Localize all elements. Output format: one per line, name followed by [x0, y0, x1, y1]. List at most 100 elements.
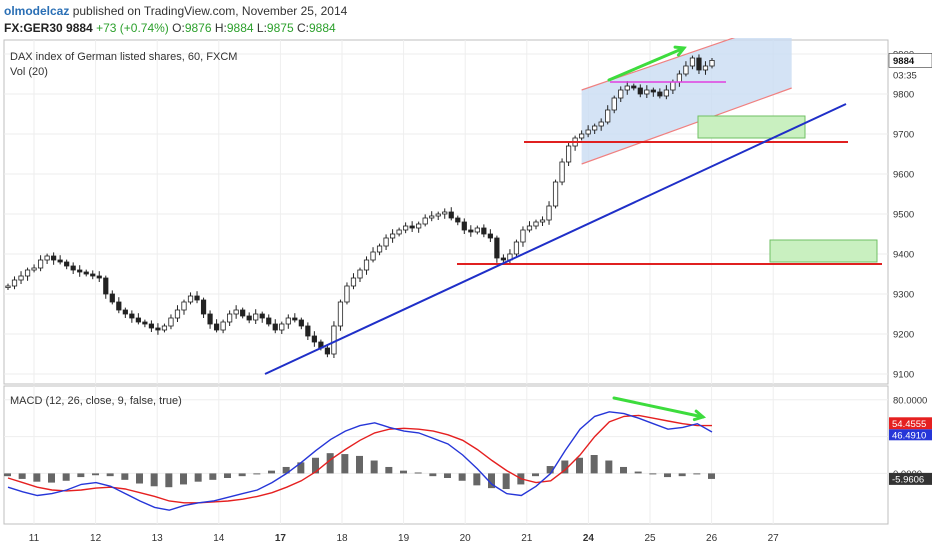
candle-up [357, 269, 363, 279]
candle-up [331, 325, 337, 355]
high-value: 9884 [226, 21, 254, 35]
signal-value-label: 46.4910 [892, 430, 926, 441]
candle-down [240, 309, 246, 317]
divergence-arrow-price-head [673, 45, 687, 57]
candle-up [644, 89, 650, 95]
last-price-label: 9884 [893, 56, 915, 67]
candle-down [77, 269, 83, 273]
quote-line: FX:GER30 9884 +73 (+0.74%) O:9876 H:9884… [4, 21, 336, 35]
x-tick-label: 13 [152, 533, 164, 544]
candle-up [337, 301, 344, 327]
candle-up [689, 57, 696, 67]
histogram-bar [561, 460, 569, 474]
histogram-bar [532, 473, 539, 477]
candle-down [455, 217, 461, 223]
histogram-bar [370, 460, 378, 474]
candle-up [592, 125, 598, 131]
histogram-bar [4, 473, 11, 477]
candle-down [657, 91, 663, 97]
divergence-arrow-macd [612, 396, 705, 419]
candle-down [51, 255, 57, 261]
candle-up [181, 301, 187, 311]
candle-down [311, 335, 317, 343]
histogram-bar [238, 473, 246, 477]
candle-down [696, 57, 702, 71]
histogram-bar [576, 457, 583, 474]
histogram-bar [444, 473, 451, 478]
candle-down [96, 275, 102, 279]
x-tick-label: 24 [583, 533, 595, 544]
price-change: +73 (+0.74%) [96, 21, 169, 35]
macd-line [7, 411, 713, 511]
macd-pane [4, 411, 715, 511]
candle-down [631, 85, 637, 89]
candle-up [18, 275, 24, 281]
author-link[interactable]: olmodelcaz [4, 4, 70, 18]
signal-line [7, 414, 712, 504]
candle-down [64, 261, 70, 267]
x-tick-label: 11 [29, 533, 40, 544]
chart-title: DAX index of German listed shares, 60, F… [10, 51, 237, 63]
histogram-bar [414, 472, 422, 474]
chart-header: olmodelcaz published on TradingView.com,… [0, 0, 932, 38]
candle-up [383, 237, 389, 247]
candle-down [57, 259, 63, 263]
histogram-bar [385, 466, 393, 474]
candle-up [663, 89, 669, 97]
histogram-bar [224, 473, 231, 478]
candle-up [676, 73, 683, 83]
candle-down [148, 323, 155, 329]
histogram-bar [502, 473, 510, 490]
candle-up [416, 223, 422, 229]
candle-up [559, 161, 565, 183]
last-price-box [888, 53, 932, 68]
histogram-bar [253, 473, 261, 475]
candle-up [370, 251, 376, 261]
candle-up [187, 295, 194, 303]
histogram-bar [312, 457, 319, 474]
histogram-bar [458, 473, 466, 481]
y-tick-label: 9200 [893, 330, 914, 341]
candle-up [233, 309, 239, 315]
histogram-bar [136, 473, 143, 484]
histogram-bar [209, 473, 217, 480]
x-tick-label: 14 [213, 533, 225, 544]
histogram-bar [605, 460, 613, 474]
candles [5, 54, 715, 358]
annotations-front [264, 45, 882, 422]
candle-down [103, 277, 109, 295]
candle-down [213, 323, 220, 331]
low-value: 9875 [266, 21, 294, 35]
candle-up [598, 121, 604, 127]
candle-up [161, 325, 168, 331]
candle-up [683, 65, 689, 75]
published-text: published on TradingView.com, November 2… [72, 4, 348, 18]
candle-down [637, 87, 643, 95]
histogram-bar [77, 473, 85, 478]
open-value: 9876 [184, 21, 212, 35]
candle-down [200, 299, 207, 315]
last-price: 9884 [66, 21, 93, 35]
channel-bottom-line [581, 87, 792, 165]
histogram-bar [546, 466, 554, 474]
candle-up [389, 233, 396, 239]
histogram-bar [326, 453, 334, 474]
y-tick-label: 9400 [893, 250, 914, 261]
candle-up [546, 205, 552, 221]
chart-canvas[interactable]: 11 12 13 14 17 18 19 20 21 24 25 26 27 9100 9200 9300 94… [0, 38, 932, 550]
y-tick-label: 9600 [893, 170, 914, 181]
candle-up [526, 225, 533, 231]
candle-down [292, 317, 298, 321]
candle-up [31, 267, 37, 271]
y-tick-label: 9800 [893, 90, 914, 101]
candle-up [253, 313, 259, 321]
candle-up [702, 65, 709, 71]
x-tick-label: 20 [460, 533, 472, 544]
signal-value-box [889, 429, 932, 441]
symbol-label[interactable]: FX:GER30 [4, 21, 63, 35]
macd-title: MACD (12, 26, close, 9, false, true) [10, 395, 182, 407]
candle-up [670, 81, 676, 91]
candle-up [579, 133, 585, 139]
candle-down [122, 309, 128, 315]
candle-up [376, 245, 383, 253]
